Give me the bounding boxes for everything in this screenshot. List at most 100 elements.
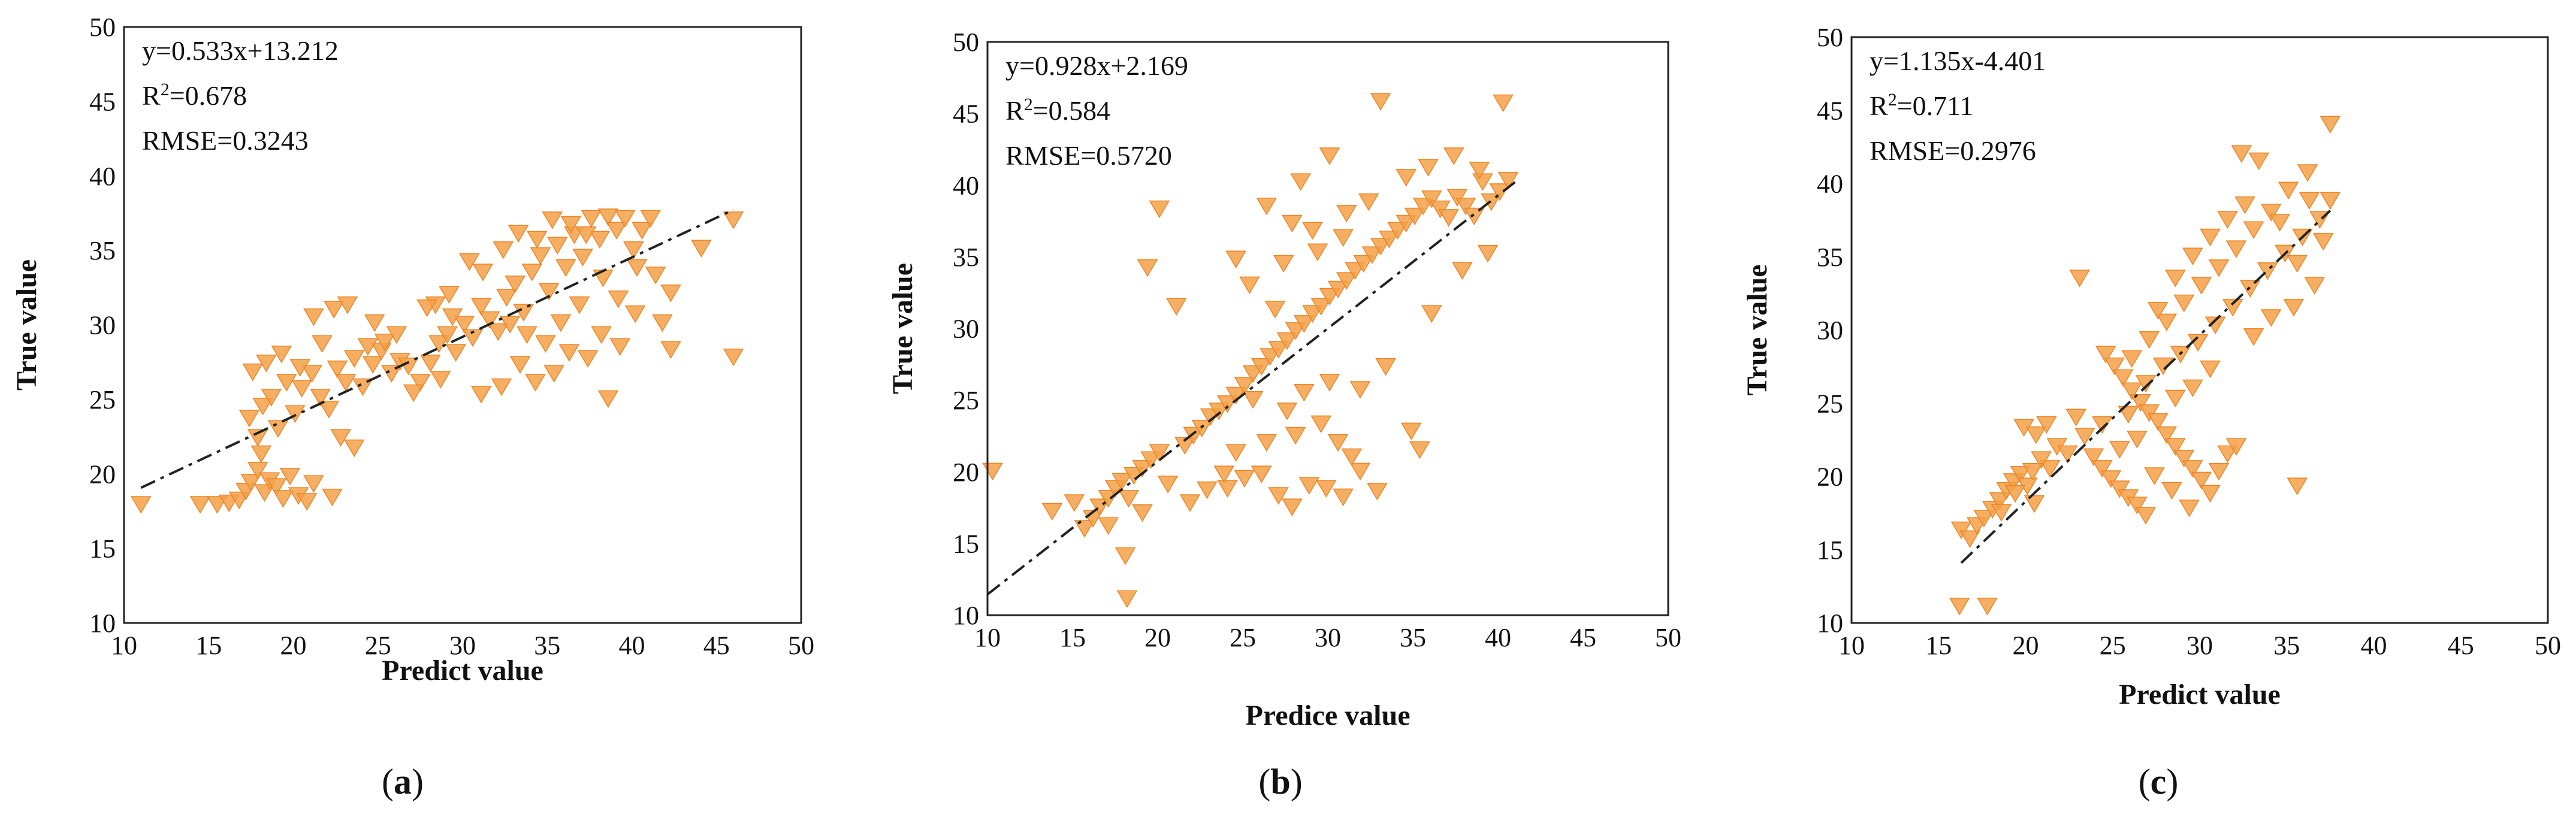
data-point — [1251, 358, 1272, 376]
rmse-text: RMSE=0.2976 — [1870, 135, 2036, 166]
r2-value: =0.584 — [1033, 95, 1110, 126]
data-point — [2104, 357, 2125, 376]
panel-letter: b — [1270, 762, 1290, 801]
x-tick-label: 45 — [1570, 623, 1596, 652]
data-point — [2139, 404, 2160, 422]
data-point — [2010, 465, 2031, 484]
y-tick-label: 15 — [1817, 535, 1843, 565]
x-tick-label: 40 — [619, 631, 645, 660]
fit-line — [986, 181, 1516, 595]
data-point — [509, 356, 531, 374]
data-point — [2127, 497, 2148, 515]
data-point — [2074, 428, 2095, 446]
data-point — [2056, 445, 2078, 464]
data-point — [1455, 197, 1476, 216]
data-point — [2065, 409, 2087, 426]
r2-superscript: 2 — [161, 80, 170, 99]
data-point — [1949, 597, 1970, 616]
data-point — [982, 462, 1003, 481]
data-point — [623, 241, 644, 259]
data-point — [2156, 426, 2178, 444]
data-point — [1463, 207, 1485, 226]
data-point — [2260, 309, 2282, 327]
x-tick-labels: 10 15 20 25 30 35 40 45 50 — [974, 623, 1681, 652]
data-point — [560, 216, 582, 234]
data-point — [1472, 173, 1493, 191]
data-point — [1298, 477, 1320, 495]
y-tick-label: 30 — [89, 311, 116, 340]
x-tick-label: 45 — [2448, 631, 2474, 660]
data-point — [1217, 395, 1238, 413]
data-point — [2287, 255, 2308, 273]
panel-letter: a — [394, 762, 412, 801]
data-point — [526, 231, 548, 249]
data-point — [1282, 498, 1303, 516]
y-tick-label: 40 — [953, 171, 979, 200]
scatter-points — [1949, 116, 2341, 616]
data-point — [303, 308, 324, 326]
data-point — [1157, 476, 1179, 494]
data-point — [2269, 214, 2290, 232]
data-point — [247, 462, 268, 480]
y-tick-label: 25 — [953, 386, 979, 415]
data-point — [660, 341, 681, 359]
data-point — [1225, 250, 1246, 268]
data-point — [462, 329, 484, 347]
y-tick-label: 20 — [1817, 462, 1843, 492]
data-point — [247, 429, 268, 447]
data-point — [2173, 294, 2195, 313]
data-point — [1268, 341, 1289, 359]
r2-text: R2=0.711 — [1870, 90, 1973, 121]
data-point — [493, 241, 514, 259]
r2-prefix: R — [142, 80, 161, 111]
x-tick-label: 10 — [974, 623, 1001, 652]
data-point — [1443, 147, 1464, 165]
data-point — [458, 253, 480, 271]
plot-frame — [986, 41, 1669, 616]
data-point — [1370, 93, 1391, 111]
x-tick-label: 10 — [111, 631, 137, 660]
panel-letter: c — [2151, 762, 2167, 801]
data-point — [2182, 247, 2203, 265]
data-point — [303, 475, 324, 493]
data-point — [1991, 504, 2012, 522]
data-point — [645, 267, 666, 285]
data-point — [312, 335, 333, 353]
data-point — [2092, 460, 2113, 478]
data-point — [1307, 243, 1328, 261]
data-point — [362, 356, 383, 374]
data-point — [1349, 381, 1371, 399]
data-point — [1276, 403, 1298, 420]
data-point — [2225, 240, 2247, 258]
data-point — [1112, 473, 1133, 491]
x-axis-title: Predict value — [2119, 679, 2281, 710]
y-tick-labels: 10 15 20 25 30 35 40 45 50 — [89, 13, 116, 638]
data-point — [581, 210, 602, 228]
data-point — [513, 304, 534, 322]
data-point — [374, 334, 395, 352]
x-tick-label: 15 — [195, 631, 222, 660]
data-point — [569, 296, 590, 314]
data-point — [1361, 246, 1383, 264]
data-point — [189, 496, 211, 514]
data-point — [242, 363, 264, 382]
data-point — [2320, 116, 2341, 134]
data-point — [2191, 471, 2212, 490]
data-point — [2278, 181, 2299, 199]
data-point — [1333, 488, 1354, 507]
data-point — [2234, 196, 2255, 214]
data-point — [439, 286, 460, 304]
data-point — [723, 211, 744, 229]
data-point — [1234, 377, 1255, 395]
data-point — [1310, 298, 1331, 316]
data-point — [265, 478, 287, 496]
data-point — [2165, 438, 2186, 456]
data-point — [442, 308, 463, 326]
data-point — [1217, 480, 1238, 498]
data-point — [1140, 451, 1161, 469]
data-point — [430, 371, 451, 389]
data-point — [1345, 262, 1366, 280]
data-point — [1115, 547, 1136, 565]
data-point — [1174, 437, 1195, 455]
data-point — [1137, 259, 1158, 277]
